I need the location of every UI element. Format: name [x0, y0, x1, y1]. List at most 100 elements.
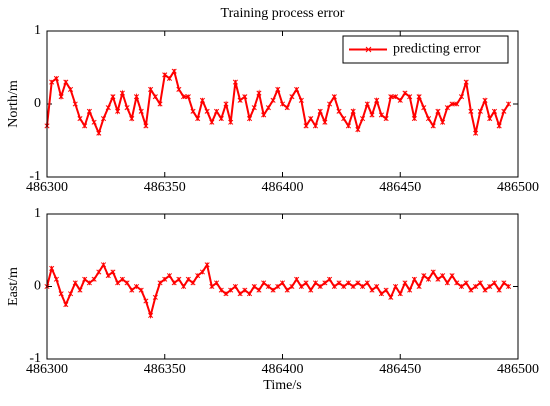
marker — [275, 283, 281, 290]
marker — [138, 287, 144, 293]
marker — [496, 287, 502, 293]
marker — [463, 79, 469, 85]
marker — [327, 276, 333, 282]
marker — [129, 287, 135, 293]
marker — [374, 283, 380, 290]
x-tick-label: 486400 — [262, 180, 304, 195]
marker — [496, 123, 502, 129]
marker — [110, 94, 116, 100]
marker — [138, 108, 144, 114]
marker — [378, 112, 384, 118]
chart-title: Training process error — [221, 6, 345, 21]
marker — [289, 94, 295, 100]
legend-box — [342, 35, 509, 64]
marker — [303, 123, 309, 129]
marker — [58, 291, 64, 297]
marker — [223, 291, 229, 297]
marker — [242, 94, 248, 100]
marker — [388, 94, 394, 100]
marker — [397, 291, 403, 297]
y-axis-label: North/m — [6, 80, 21, 128]
x-tick-label: 486400 — [262, 362, 304, 377]
marker — [303, 280, 309, 286]
marker — [298, 97, 304, 103]
marker — [482, 287, 488, 293]
marker — [501, 280, 507, 286]
marker — [506, 283, 512, 290]
marker — [506, 101, 512, 107]
marker — [218, 116, 224, 122]
marker — [53, 276, 59, 282]
marker — [77, 287, 83, 293]
marker — [345, 123, 351, 129]
marker — [204, 108, 210, 114]
marker — [204, 262, 210, 268]
marker — [86, 280, 92, 286]
x-tick-label: 486500 — [497, 180, 539, 195]
marker — [218, 287, 224, 293]
marker — [119, 276, 125, 282]
marker — [435, 276, 441, 282]
marker — [454, 280, 460, 286]
marker — [270, 287, 276, 293]
marker — [148, 312, 154, 319]
marker — [223, 101, 229, 107]
marker — [166, 273, 173, 279]
marker — [110, 269, 116, 275]
marker — [209, 119, 215, 125]
marker — [237, 291, 243, 297]
marker — [345, 280, 351, 286]
marker — [312, 123, 319, 129]
marker — [317, 283, 323, 290]
marker — [124, 105, 130, 111]
marker — [350, 283, 356, 290]
marker — [421, 273, 427, 279]
marker — [369, 112, 375, 118]
marker — [105, 105, 111, 111]
marker — [129, 116, 135, 122]
marker — [402, 280, 408, 286]
marker — [265, 105, 271, 111]
y-tick-label: 0 — [34, 279, 41, 294]
marker — [449, 101, 455, 107]
legend-label: predicting error — [393, 42, 481, 57]
marker — [148, 86, 154, 92]
marker — [152, 94, 158, 100]
marker — [143, 123, 149, 129]
marker — [185, 94, 191, 100]
marker — [209, 283, 215, 290]
marker — [369, 287, 375, 293]
marker — [435, 108, 441, 114]
marker — [157, 101, 163, 107]
marker — [67, 291, 74, 297]
marker — [473, 283, 479, 290]
marker — [327, 101, 333, 107]
marker — [421, 105, 427, 111]
marker — [487, 116, 493, 122]
marker — [397, 97, 403, 103]
axes-box — [46, 213, 519, 360]
marker — [185, 276, 191, 282]
marker — [416, 283, 422, 290]
plot-area — [47, 214, 518, 359]
x-axis-label: Time/s — [263, 378, 301, 393]
marker — [67, 86, 74, 92]
marker — [416, 94, 422, 100]
marker — [444, 280, 450, 286]
marker — [411, 276, 417, 282]
marker — [458, 94, 465, 100]
marker — [171, 68, 177, 74]
marker — [482, 97, 488, 103]
marker — [166, 75, 173, 82]
marker — [388, 294, 394, 300]
marker — [477, 108, 483, 114]
marker — [317, 108, 323, 114]
marker — [232, 283, 238, 290]
marker — [100, 116, 107, 122]
marker — [284, 287, 290, 293]
marker — [491, 280, 498, 286]
marker — [86, 108, 92, 114]
marker — [491, 108, 498, 114]
marker — [468, 108, 474, 114]
